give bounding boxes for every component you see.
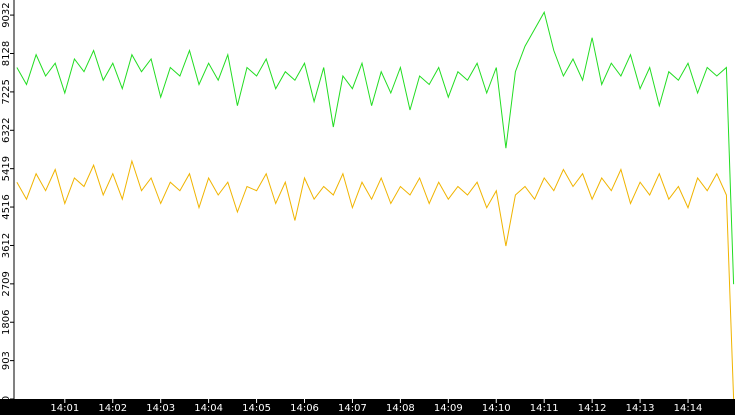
x-axis-bar xyxy=(0,399,735,415)
x-tick-label: 14:01 xyxy=(50,403,79,414)
x-tick-label: 14:11 xyxy=(530,403,559,414)
x-tick-label: 14:02 xyxy=(98,403,127,414)
y-tick-label: 903 xyxy=(1,351,12,370)
y-tick-label: 2709 xyxy=(1,271,12,296)
x-tick-label: 14:04 xyxy=(194,403,223,414)
x-tick-label: 14:03 xyxy=(146,403,175,414)
x-tick-label: 14:13 xyxy=(626,403,655,414)
x-tick-label: 14:09 xyxy=(434,403,463,414)
x-tick-label: 14:06 xyxy=(290,403,319,414)
x-tick-label: 14:12 xyxy=(578,403,607,414)
y-tick-label: 7225 xyxy=(1,79,12,104)
series-line xyxy=(16,159,735,400)
y-tick-label: 3612 xyxy=(1,233,12,258)
x-tick-label: 14:14 xyxy=(674,403,703,414)
y-tick-label: 1806 xyxy=(1,310,12,335)
y-tick-label: 0 xyxy=(1,396,12,402)
x-tick-label: 14:07 xyxy=(338,403,367,414)
y-tick-label: 6322 xyxy=(1,118,12,143)
series-line xyxy=(16,10,735,285)
x-tick-label: 14:05 xyxy=(242,403,271,414)
x-tick-label: 14:10 xyxy=(482,403,511,414)
y-tick-label: 9032 xyxy=(1,2,12,27)
y-tick-label: 8128 xyxy=(1,41,12,66)
y-tick-label: 5419 xyxy=(1,156,12,181)
y-tick-label: 4516 xyxy=(1,194,12,219)
x-tick-label: 14:08 xyxy=(386,403,415,414)
